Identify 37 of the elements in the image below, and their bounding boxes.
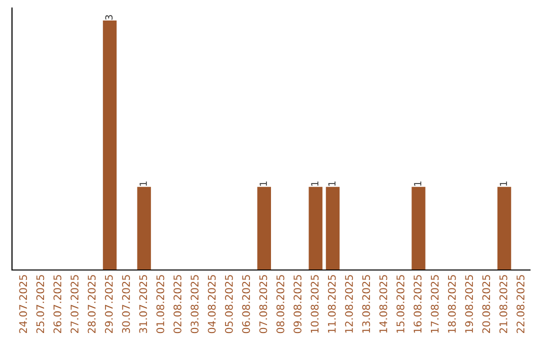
x-tick-label: 01.08.2025 <box>156 275 164 334</box>
x-tick-label: 20.08.2025 <box>482 275 490 334</box>
data-label: 1 <box>311 182 318 186</box>
x-tick-label: 21.08.2025 <box>499 275 508 334</box>
data-label: 1 <box>328 182 336 186</box>
x-tick-label: 25.07.2025 <box>36 275 44 334</box>
x-tick-label: 09.08.2025 <box>294 275 302 334</box>
x-tick-label: 19.08.2025 <box>465 275 473 333</box>
x-tick-label: 05.08.2025 <box>224 275 233 334</box>
x-tick-label: 16.08.2025 <box>414 275 422 333</box>
x-tick-label: 14.08.2025 <box>379 275 388 333</box>
x-tick-label: 02.08.2025 <box>174 275 182 334</box>
x-tick-label: 31.07.2025 <box>139 275 148 334</box>
data-label: 1 <box>414 182 422 186</box>
x-tick-label: 30.07.2025 <box>122 275 130 334</box>
data-label: 1 <box>140 182 147 186</box>
x-tick-label: 13.08.2025 <box>362 275 370 333</box>
data-label: 3 <box>105 15 113 20</box>
x-tick-label: 18.08.2025 <box>448 275 456 333</box>
x-tick-label: 28.07.2025 <box>88 275 96 334</box>
x-tick-label: 07.08.2025 <box>259 275 268 334</box>
x-tick-label: 04.08.2025 <box>208 275 216 334</box>
data-label: 1 <box>260 182 267 186</box>
x-tick-label: 27.07.2025 <box>70 275 78 334</box>
x-tick-label: 10.08.2025 <box>310 275 319 333</box>
x-tick-label: 24.07.2025 <box>19 275 28 334</box>
x-tick-label: 06.08.2025 <box>242 275 250 334</box>
x-tick-label: 17.08.2025 <box>430 275 439 333</box>
x-tick-label: 22.08.2025 <box>516 275 524 334</box>
x-tick-label: 26.07.2025 <box>53 275 62 334</box>
x-tick-label: 29.07.2025 <box>104 275 113 334</box>
x-tick-label: 08.08.2025 <box>276 275 284 334</box>
x-tick-label: 12.08.2025 <box>345 275 353 333</box>
x-tick-label: 03.08.2025 <box>190 275 199 334</box>
data-label: 1 <box>500 182 507 186</box>
x-tick-label: 15.08.2025 <box>396 275 404 333</box>
x-tick-label: 11.08.2025 <box>328 275 336 333</box>
